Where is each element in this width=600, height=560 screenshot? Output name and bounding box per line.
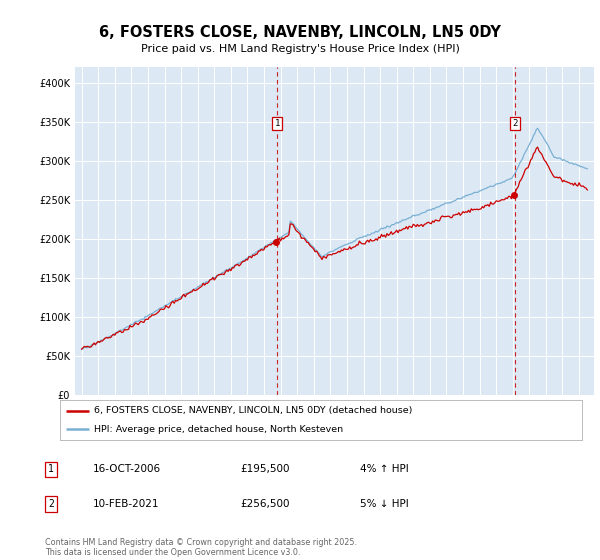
Text: 1: 1 [274, 119, 280, 128]
Text: 4% ↑ HPI: 4% ↑ HPI [360, 464, 409, 474]
Text: 1: 1 [48, 464, 54, 474]
Text: 16-OCT-2006: 16-OCT-2006 [93, 464, 161, 474]
Text: Contains HM Land Registry data © Crown copyright and database right 2025.
This d: Contains HM Land Registry data © Crown c… [45, 538, 357, 557]
Text: £256,500: £256,500 [240, 499, 290, 509]
Text: 2: 2 [48, 499, 54, 509]
Text: £195,500: £195,500 [240, 464, 290, 474]
Text: 6, FOSTERS CLOSE, NAVENBY, LINCOLN, LN5 0DY: 6, FOSTERS CLOSE, NAVENBY, LINCOLN, LN5 … [99, 25, 501, 40]
Text: Price paid vs. HM Land Registry's House Price Index (HPI): Price paid vs. HM Land Registry's House … [140, 44, 460, 54]
Text: 5% ↓ HPI: 5% ↓ HPI [360, 499, 409, 509]
Text: 6, FOSTERS CLOSE, NAVENBY, LINCOLN, LN5 0DY (detached house): 6, FOSTERS CLOSE, NAVENBY, LINCOLN, LN5 … [94, 407, 412, 416]
Text: HPI: Average price, detached house, North Kesteven: HPI: Average price, detached house, Nort… [94, 424, 343, 433]
Text: 2: 2 [512, 119, 517, 128]
Text: 10-FEB-2021: 10-FEB-2021 [93, 499, 160, 509]
